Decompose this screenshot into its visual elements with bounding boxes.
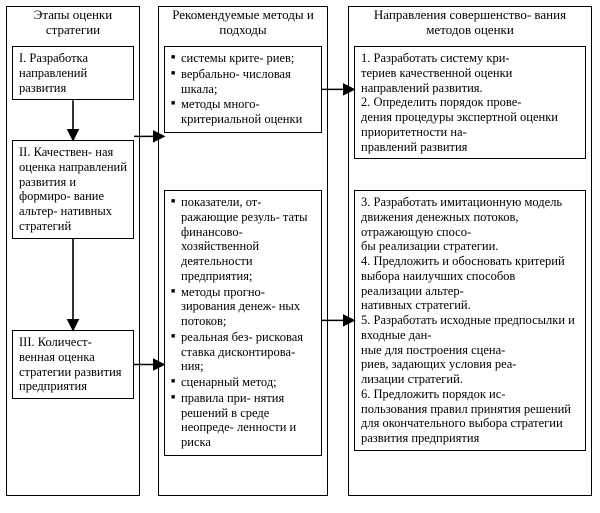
stage-2-box: II. Качествен- ная оценка направлений ра…: [12, 140, 134, 239]
methods-top-list: системы крите- риев; вербально- числовая…: [171, 51, 315, 127]
list-item: реальная без- рисковая ставка дисконтиро…: [171, 330, 315, 374]
directions-bottom-box: 3. Разработать имитационную модель движе…: [354, 190, 586, 451]
list-item: правила при- нятия решений в среде неопр…: [171, 391, 315, 450]
list-item: методы прогно- зирования денеж- ных пото…: [171, 285, 315, 329]
diagram-canvas: Этапы оценки стратегии Рекомендуемые мет…: [0, 0, 600, 513]
methods-bottom-list: показатели, от- ражающие резуль- таты фи…: [171, 195, 315, 450]
list-item: методы много- критериальной оценки: [171, 97, 315, 127]
directions-top-box: 1. Разработать систему кри- териев качес…: [354, 46, 586, 159]
methods-top-box: системы крите- риев; вербально- числовая…: [164, 46, 322, 133]
list-item: сценарный метод;: [171, 375, 315, 390]
list-item: показатели, от- ражающие резуль- таты фи…: [171, 195, 315, 284]
col1-header: Этапы оценки стратегии: [8, 8, 138, 38]
col3-header: Направления совершенство- вания методов …: [350, 8, 590, 38]
list-item: системы крите- риев;: [171, 51, 315, 66]
stage-3-box: III. Количест- венная оценка стратегии р…: [12, 330, 134, 399]
methods-bottom-box: показатели, от- ражающие резуль- таты фи…: [164, 190, 322, 456]
list-item: вербально- числовая шкала;: [171, 67, 315, 97]
stage-1-box: I. Разработка направлений развития: [12, 46, 134, 100]
col2-header: Рекомендуемые методы и подходы: [160, 8, 326, 38]
